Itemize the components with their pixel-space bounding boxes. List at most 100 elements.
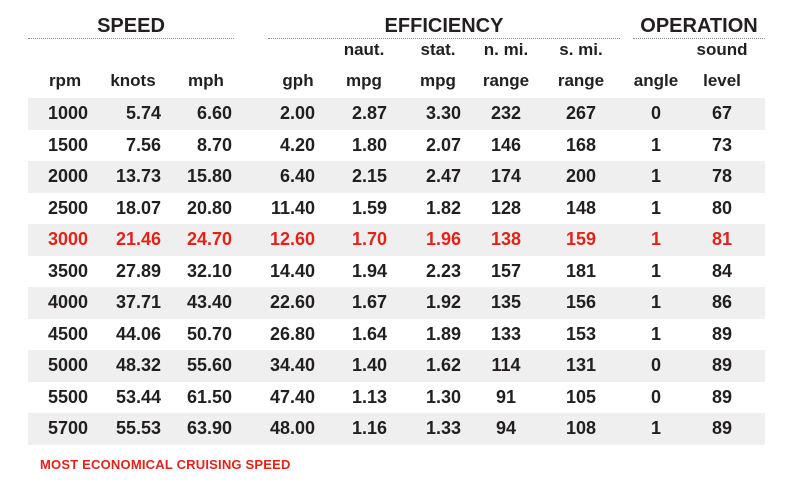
cell-smpg: 1.33 [425, 418, 461, 439]
cell-knots: 48.32 [115, 355, 161, 376]
performance-table: 1000 5.74 6.60 2.00 2.87 3.30 232 267 0 67 1500 7.5… [28, 98, 765, 445]
cell-nrange: 91 [495, 386, 517, 407]
cell-angle: 1 [650, 134, 661, 155]
cell-knots: 37.71 [115, 292, 161, 313]
header-top-nrange: n. mi. [483, 40, 529, 59]
header-top-srange: s. mi. [559, 40, 603, 59]
cell-gph: 4.20 [279, 134, 315, 155]
cell-smpg: 2.07 [425, 134, 461, 155]
cell-rpm: 1000 [47, 103, 88, 124]
cell-nrange: 128 [490, 197, 522, 218]
cell-mph: 55.60 [186, 355, 232, 376]
header-bottom-nmpg: mpg [346, 71, 382, 90]
table-row: 5700 55.53 63.90 48.00 1.16 1.33 94 108 1 89 [28, 413, 765, 445]
cell-mph: 32.10 [186, 260, 232, 281]
header-bottom-knots: knots [110, 71, 156, 90]
cell-nrange: 232 [490, 103, 522, 124]
cell-sound: 67 [711, 103, 733, 124]
cell-angle: 1 [650, 292, 661, 313]
cell-angle: 1 [650, 418, 661, 439]
cell-srange: 159 [565, 229, 597, 250]
cell-rpm: 2500 [47, 197, 88, 218]
cell-smpg: 1.92 [425, 292, 461, 313]
cell-gph: 12.60 [269, 229, 315, 250]
cell-mph: 43.40 [186, 292, 232, 313]
table-row: 2500 18.07 20.80 11.40 1.59 1.82 128 148 1 80 [28, 193, 765, 225]
cell-rpm: 3500 [47, 260, 88, 281]
cell-smpg: 1.30 [425, 386, 461, 407]
cell-nmpg: 1.94 [351, 260, 387, 281]
cell-sound: 84 [711, 260, 733, 281]
cell-srange: 181 [565, 260, 597, 281]
cell-srange: 168 [565, 134, 597, 155]
header-bottom-angle: angle [633, 71, 679, 90]
cell-rpm: 5000 [47, 355, 88, 376]
cell-nrange: 94 [495, 418, 517, 439]
cell-srange: 108 [565, 418, 597, 439]
cell-srange: 267 [565, 103, 597, 124]
cell-sound: 86 [711, 292, 733, 313]
cell-knots: 44.06 [115, 323, 161, 344]
cell-knots: 27.89 [115, 260, 161, 281]
cell-nmpg: 1.40 [351, 355, 387, 376]
cell-rpm: 3000 [47, 229, 88, 250]
cell-mph: 6.60 [196, 103, 232, 124]
table-row-highlighted: 3000 21.46 24.70 12.60 1.70 1.96 138 159 1 81 [28, 224, 765, 256]
cell-smpg: 1.89 [425, 323, 461, 344]
cell-mph: 61.50 [186, 386, 232, 407]
cell-gph: 47.40 [269, 386, 315, 407]
efficiency-group-title: EFFICIENCY [268, 14, 620, 39]
header-bottom-gph: gph [282, 71, 314, 90]
cell-angle: 1 [650, 323, 661, 344]
cell-rpm: 1500 [47, 134, 88, 155]
cell-nmpg: 1.13 [351, 386, 387, 407]
cell-gph: 2.00 [279, 103, 315, 124]
cell-smpg: 1.82 [425, 197, 461, 218]
cell-mph: 24.70 [186, 229, 232, 250]
cell-smpg: 2.23 [425, 260, 461, 281]
header-row-bottom: rpm knots mph gph mpg mpg range range angle level [0, 71, 786, 91]
cell-smpg: 2.47 [425, 166, 461, 187]
cell-smpg: 1.62 [425, 355, 461, 376]
cell-mph: 8.70 [196, 134, 232, 155]
cell-gph: 48.00 [269, 418, 315, 439]
cell-nrange: 133 [490, 323, 522, 344]
cell-angle: 1 [650, 260, 661, 281]
cell-srange: 156 [565, 292, 597, 313]
cell-srange: 200 [565, 166, 597, 187]
cell-knots: 18.07 [115, 197, 161, 218]
cell-smpg: 3.30 [425, 103, 461, 124]
cell-srange: 153 [565, 323, 597, 344]
cell-srange: 131 [565, 355, 597, 376]
cell-nrange: 157 [490, 260, 522, 281]
cell-sound: 80 [711, 197, 733, 218]
cell-sound: 89 [711, 323, 733, 344]
cell-nrange: 174 [490, 166, 522, 187]
cell-sound: 89 [711, 386, 733, 407]
cell-angle: 0 [650, 103, 661, 124]
cell-smpg: 1.96 [425, 229, 461, 250]
cell-nmpg: 1.64 [351, 323, 387, 344]
header-row-top: naut. stat. n. mi. s. mi. sound [0, 40, 786, 60]
cell-sound: 73 [711, 134, 733, 155]
header-top-nmpg: naut. [343, 40, 385, 59]
cell-angle: 1 [650, 197, 661, 218]
table-row: 4500 44.06 50.70 26.80 1.64 1.89 133 153 1 89 [28, 319, 765, 351]
cell-angle: 1 [650, 229, 661, 250]
cell-knots: 21.46 [115, 229, 161, 250]
header-bottom-mph: mph [188, 71, 224, 90]
table-row: 1000 5.74 6.60 2.00 2.87 3.30 232 267 0 67 [28, 98, 765, 130]
cell-sound: 81 [711, 229, 733, 250]
header-bottom-nrange: range [482, 71, 530, 90]
table-row: 1500 7.56 8.70 4.20 1.80 2.07 146 168 1 73 [28, 130, 765, 162]
cell-nrange: 146 [490, 134, 522, 155]
cell-nmpg: 1.16 [351, 418, 387, 439]
header-top-smpg: stat. [420, 40, 456, 59]
table-row: 2000 13.73 15.80 6.40 2.15 2.47 174 200 1 78 [28, 161, 765, 193]
footnote-economical-speed: MOST ECONOMICAL CRUISING SPEED [40, 457, 291, 472]
table-row: 4000 37.71 43.40 22.60 1.67 1.92 135 156 1 86 [28, 287, 765, 319]
cell-angle: 0 [650, 386, 661, 407]
cell-gph: 26.80 [269, 323, 315, 344]
cell-knots: 5.74 [125, 103, 161, 124]
table-row: 3500 27.89 32.10 14.40 1.94 2.23 157 181 1 84 [28, 256, 765, 288]
